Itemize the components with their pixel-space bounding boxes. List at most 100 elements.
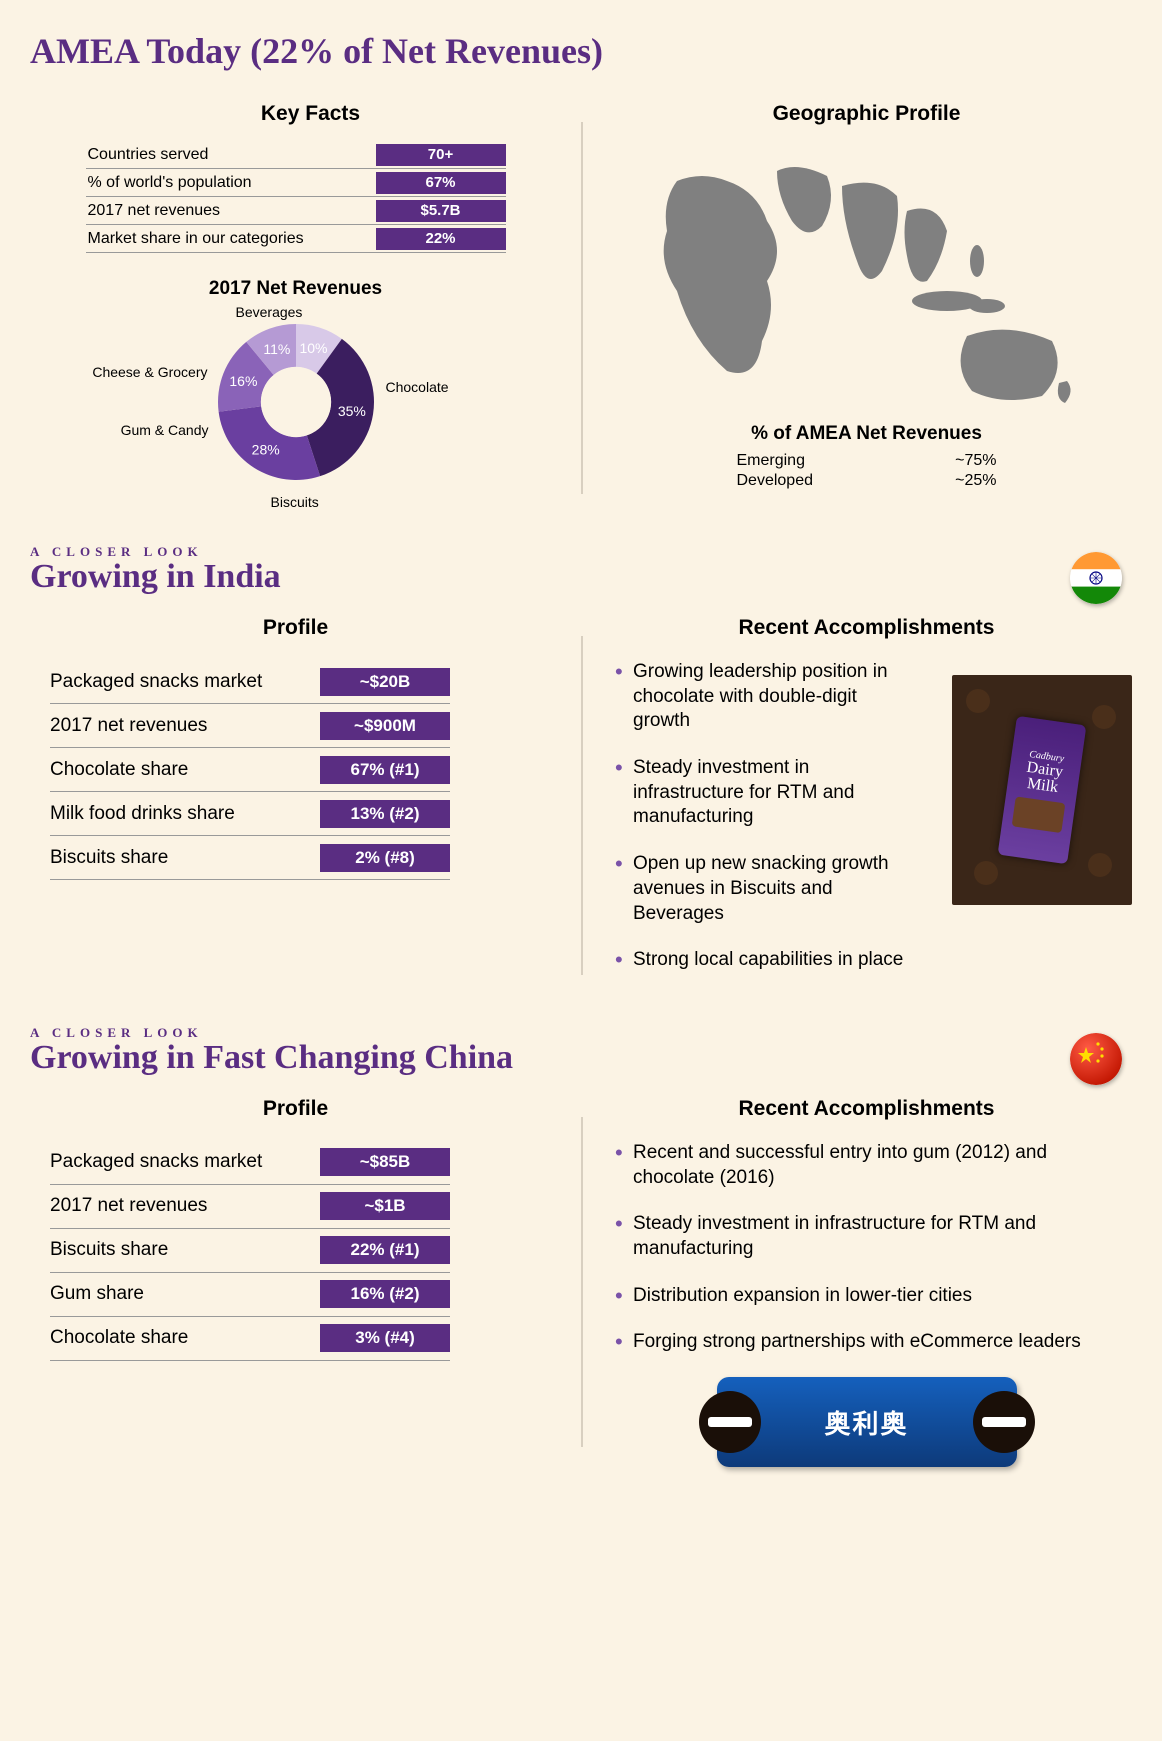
india-heading-block: A CLOSER LOOK Growing in India	[30, 544, 1132, 596]
geo-row-value: ~75%	[955, 452, 996, 470]
profile-value: 13% (#2)	[320, 800, 450, 828]
dairy-milk-image: Cadbury Dairy Milk	[952, 675, 1132, 905]
facts-value: 70+	[376, 144, 506, 166]
table-row: Biscuits share22% (#1)	[50, 1229, 450, 1273]
facts-label: Market share in our categories	[86, 230, 376, 248]
profile-label: Packaged snacks market	[50, 1151, 320, 1173]
oreo-pack-image: 奥利奥	[717, 1377, 1017, 1467]
profile-label: 2017 net revenues	[50, 715, 320, 737]
geo-heading: Geographic Profile	[601, 102, 1132, 126]
list-item: Growing leadership position in chocolate…	[611, 660, 911, 734]
donut-label-gum: Gum & Candy	[114, 422, 209, 438]
profile-label: 2017 net revenues	[50, 1195, 320, 1217]
svg-text:35%: 35%	[337, 403, 365, 419]
donut-label-chocolate: Chocolate	[386, 379, 449, 395]
donut-title: 2017 Net Revenues	[86, 278, 506, 300]
china-flag-icon	[1070, 1033, 1122, 1085]
svg-text:28%: 28%	[251, 442, 279, 458]
china-row: Profile Packaged snacks market~$85B 2017…	[30, 1097, 1132, 1467]
facts-label: 2017 net revenues	[86, 202, 376, 220]
profile-label: Biscuits share	[50, 847, 320, 869]
china-profile-col: Profile Packaged snacks market~$85B 2017…	[30, 1097, 581, 1467]
india-title: Growing in India	[30, 558, 1132, 596]
key-facts-column: Key Facts Countries served 70+ % of worl…	[30, 102, 581, 514]
geo-row-label: Emerging	[737, 452, 805, 470]
product-name-text: 奥利奥	[824, 1404, 908, 1441]
table-row: Market share in our categories 22%	[86, 225, 506, 253]
facts-value: 67%	[376, 172, 506, 194]
profile-label: Milk food drinks share	[50, 803, 320, 825]
donut-label-bev: Beverages	[236, 304, 303, 320]
profile-label: Chocolate share	[50, 759, 320, 781]
list-item: Strong local capabilities in place	[611, 948, 911, 973]
list-item: Steady investment in infrastructure for …	[611, 1212, 1122, 1261]
donut-label-biscuits: Biscuits	[271, 494, 319, 510]
profile-label: Gum share	[50, 1283, 320, 1305]
list-item: Recent and successful entry into gum (20…	[611, 1141, 1122, 1190]
india-row: Profile Packaged snacks market~$20B 2017…	[30, 616, 1132, 995]
list-item: Distribution expansion in lower-tier cit…	[611, 1284, 1122, 1309]
china-accomp-col: Recent Accomplishments Recent and succes…	[581, 1097, 1132, 1467]
profile-value: ~$1B	[320, 1192, 450, 1220]
vertical-divider	[581, 636, 583, 975]
india-profile-col: Profile Packaged snacks market~$20B 2017…	[30, 616, 581, 995]
table-row: Packaged snacks market~$20B	[50, 660, 450, 704]
facts-label: Countries served	[86, 146, 376, 164]
china-accomp-wrap: Recent and successful entry into gum (20…	[601, 1141, 1132, 1467]
profile-label: Biscuits share	[50, 1239, 320, 1261]
table-row: 2017 net revenues~$900M	[50, 704, 450, 748]
china-accomp-list: Recent and successful entry into gum (20…	[611, 1141, 1122, 1355]
profile-value: ~$85B	[320, 1148, 450, 1176]
india-profile-table: Packaged snacks market~$20B 2017 net rev…	[50, 660, 450, 880]
table-row: Chocolate share3% (#4)	[50, 1317, 450, 1361]
svg-text:11%: 11%	[263, 341, 290, 357]
geo-row-label: Developed	[737, 472, 814, 490]
india-accomp-col: Recent Accomplishments Growing leadershi…	[581, 616, 1132, 995]
china-profile-heading: Profile	[30, 1097, 561, 1121]
amea-overview-row: Key Facts Countries served 70+ % of worl…	[30, 102, 1132, 514]
page-title: AMEA Today (22% of Net Revenues)	[30, 30, 1132, 72]
list-item: Open up new snacking growth avenues in B…	[611, 852, 911, 926]
donut-chart-block: 2017 Net Revenues 10% 35% 28% 16% 11% Chocol…	[86, 278, 506, 514]
table-row: 2017 net revenues~$1B	[50, 1185, 450, 1229]
table-row: Chocolate share67% (#1)	[50, 748, 450, 792]
facts-value: 22%	[376, 228, 506, 250]
table-row: Packaged snacks market~$85B	[50, 1141, 450, 1185]
table-row: Developed ~25%	[737, 471, 997, 491]
svg-text:10%: 10%	[299, 340, 327, 356]
table-row: Gum share16% (#2)	[50, 1273, 450, 1317]
vertical-divider	[581, 122, 583, 494]
india-profile-heading: Profile	[30, 616, 561, 640]
china-heading-block: A CLOSER LOOK Growing in Fast Changing C…	[30, 1025, 1132, 1077]
table-row: 2017 net revenues $5.7B	[86, 197, 506, 225]
geo-profile-column: Geographic Profile	[581, 102, 1132, 514]
profile-label: Packaged snacks market	[50, 671, 320, 693]
table-row: Biscuits share2% (#8)	[50, 836, 450, 880]
donut-label-cheese: Cheese & Grocery	[78, 364, 208, 380]
profile-value: 67% (#1)	[320, 756, 450, 784]
profile-label: Chocolate share	[50, 1327, 320, 1349]
china-accomp-heading: Recent Accomplishments	[601, 1097, 1132, 1121]
key-facts-heading: Key Facts	[60, 102, 561, 126]
donut-chart: 10% 35% 28% 16% 11%	[216, 322, 376, 482]
svg-text:16%: 16%	[229, 373, 257, 389]
india-accomp-wrap: Growing leadership position in chocolate…	[601, 660, 1132, 973]
profile-value: 22% (#1)	[320, 1236, 450, 1264]
product-name-text: Milk	[1026, 775, 1059, 795]
india-flag-icon	[1070, 552, 1122, 604]
profile-value: 3% (#4)	[320, 1324, 450, 1352]
china-title: Growing in Fast Changing China	[30, 1039, 1132, 1077]
table-row: Emerging ~75%	[737, 451, 997, 471]
profile-value: 16% (#2)	[320, 1280, 450, 1308]
profile-value: ~$900M	[320, 712, 450, 740]
vertical-divider	[581, 1117, 583, 1447]
geo-row-value: ~25%	[955, 472, 996, 490]
table-row: % of world's population 67%	[86, 169, 506, 197]
india-accomp-list: Growing leadership position in chocolate…	[611, 660, 911, 973]
list-item: Steady investment in infrastructure for …	[611, 756, 911, 830]
geo-caption: % of AMEA Net Revenues	[601, 423, 1132, 445]
india-accomp-heading: Recent Accomplishments	[601, 616, 1132, 640]
list-item: Forging strong partnerships with eCommer…	[611, 1330, 1122, 1355]
facts-label: % of world's population	[86, 174, 376, 192]
key-facts-table: Countries served 70+ % of world's popula…	[86, 141, 506, 253]
